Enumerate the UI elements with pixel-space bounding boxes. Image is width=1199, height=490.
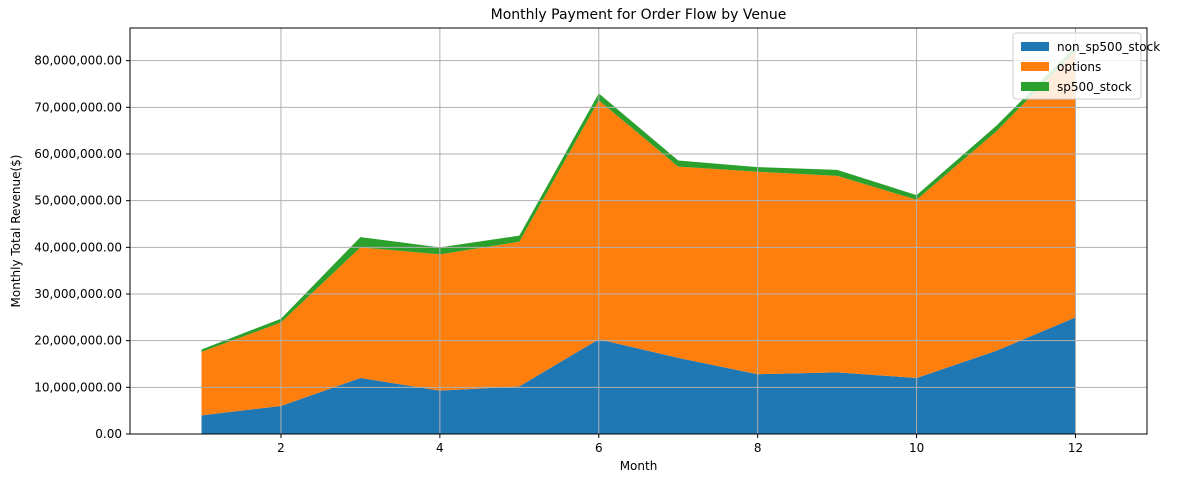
legend-swatch-sp500_stock [1021,82,1049,91]
area-non_sp500_stock [201,317,1076,434]
plot-frame [129,27,1148,435]
y-tick-label: 50,000,000.00 [34,194,122,208]
x-tick-label: 4 [436,441,444,455]
y-tick-label: 40,000,000.00 [34,240,122,254]
legend-label-sp500_stock: sp500_stock [1057,80,1132,94]
legend-label-non_sp500_stock: non_sp500_stock [1057,40,1160,54]
x-tick-label: 6 [595,441,603,455]
legend-swatch-options [1021,62,1049,71]
y-tick-label: 60,000,000.00 [34,147,122,161]
x-tick-label: 8 [754,441,762,455]
x-axis-label: Month [620,459,658,473]
x-tick-label: 12 [1068,441,1083,455]
y-tick-label: 10,000,000.00 [34,380,122,394]
y-tick-label: 0.00 [95,427,122,441]
y-axis-label: Monthly Total Revenue($) [9,155,23,308]
x-tick-label: 10 [909,441,924,455]
area-options [201,51,1076,416]
chart-title: Monthly Payment for Order Flow by Venue [491,7,787,23]
y-tick-label: 20,000,000.00 [34,334,122,348]
legend-swatch-non_sp500_stock [1021,42,1049,51]
legend-label-options: options [1057,60,1101,74]
y-tick-label: 80,000,000.00 [34,54,122,68]
y-tick-label: 30,000,000.00 [34,287,122,301]
x-tick-label: 2 [277,441,285,455]
y-tick-label: 70,000,000.00 [34,100,122,114]
axis-ticks: 2 4 6 8 10 12 0.00 10,000,000.00 20,000,000.00 30… [34,54,1083,455]
